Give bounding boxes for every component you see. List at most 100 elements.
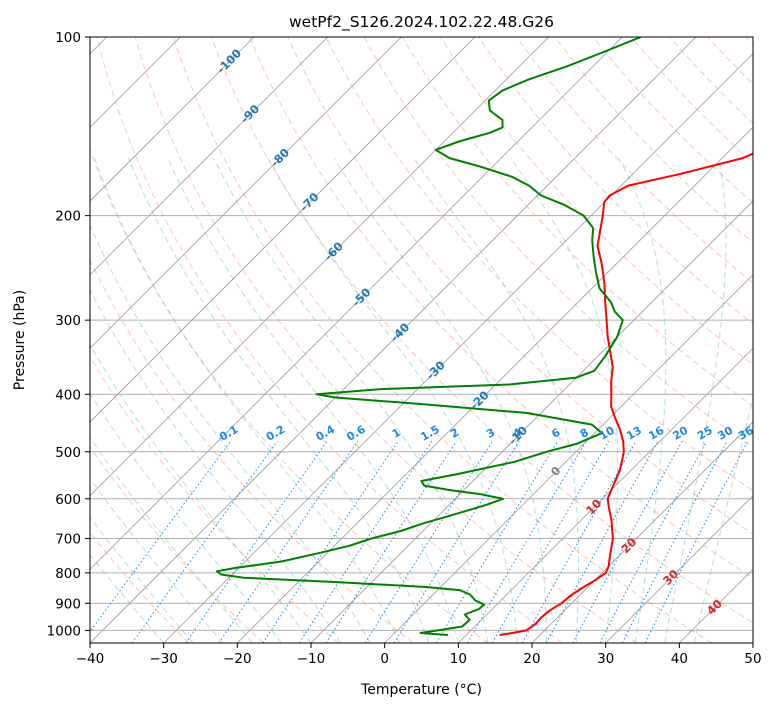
dry-adiabat xyxy=(0,37,338,643)
isotherm-label: -10 xyxy=(506,423,531,448)
x-tick-label: −40 xyxy=(76,651,105,667)
moist-adiabat xyxy=(694,158,775,643)
isotherm-label: -60 xyxy=(321,239,346,264)
dry-adiabats xyxy=(0,37,775,643)
y-tick-label: 1000 xyxy=(47,623,81,639)
mixing-ratio-label: 16 xyxy=(646,424,666,443)
mixing-ratio-label: 30 xyxy=(715,424,735,443)
y-tick-label: 100 xyxy=(55,30,81,46)
mixing-ratio-line xyxy=(263,441,398,643)
moist-adiabat xyxy=(38,158,341,643)
isotherm-line xyxy=(532,37,775,643)
plot-area xyxy=(0,37,775,643)
mixing-ratio-line xyxy=(219,441,358,643)
mixing-ratio-label: 25 xyxy=(695,424,715,443)
x-tick-label: 10 xyxy=(450,651,467,667)
mixing-ratio-line xyxy=(132,441,277,643)
isotherm-line xyxy=(458,37,775,643)
isotherm-label: -40 xyxy=(388,320,413,345)
isotherm-label: -100 xyxy=(214,46,244,76)
x-tick-label: −20 xyxy=(223,651,252,667)
chart-title: wetPf2_S126.2024.102.22.48.G26 xyxy=(289,13,554,32)
isotherm-line xyxy=(237,37,775,643)
pressure-gridlines xyxy=(90,37,753,630)
x-tick-label: 20 xyxy=(523,651,540,667)
dry-adiabat xyxy=(746,37,775,643)
dry-adiabat xyxy=(59,37,488,643)
isotherm-line xyxy=(0,37,401,643)
mixing-ratio-label: 13 xyxy=(624,424,644,443)
y-tick-label: 800 xyxy=(55,566,81,582)
y-tick-label: 600 xyxy=(55,492,81,508)
mixing-ratio-label: 0.6 xyxy=(344,423,368,444)
mixing-ratio-line xyxy=(436,441,557,643)
moist-adiabat xyxy=(0,158,281,643)
isotherm-label: 40 xyxy=(704,597,725,618)
mixing-ratio-line xyxy=(326,441,456,643)
isotherm-label: -90 xyxy=(238,102,263,127)
x-tick-label: 50 xyxy=(744,651,761,667)
isotherm-label: -70 xyxy=(297,190,322,215)
isotherm-line xyxy=(0,37,475,643)
isotherms xyxy=(0,37,775,643)
y-tick-label: 900 xyxy=(55,596,81,612)
dry-adiabat xyxy=(517,37,775,643)
y-tick-label: 200 xyxy=(55,209,81,225)
x-tick-label: −10 xyxy=(297,651,326,667)
isotherm-line xyxy=(385,37,775,643)
mixing-ratio-label: 1.5 xyxy=(418,423,441,444)
moist-adiabat xyxy=(0,158,193,643)
isotherm-label: -80 xyxy=(268,145,293,170)
x-tick-label: 0 xyxy=(380,651,389,667)
dry-adiabat xyxy=(555,37,775,643)
isotherm-label: -30 xyxy=(423,358,448,383)
x-tick-label: 30 xyxy=(597,651,614,667)
dry-adiabat xyxy=(21,37,413,643)
dry-adiabat xyxy=(97,37,562,643)
y-axis-ticks: 100 200 300 400 500 600 700 800 900 1000 xyxy=(47,30,90,639)
dry-adiabat xyxy=(593,37,775,643)
dry-adiabat xyxy=(212,37,775,643)
mixing-ratio-label: 1 xyxy=(390,426,403,441)
isotherm-line xyxy=(164,37,770,643)
isotherm-line xyxy=(311,37,775,643)
isotherm-label: 10 xyxy=(583,496,604,517)
isotherm-line xyxy=(753,37,775,643)
x-axis-label: Temperature (°C) xyxy=(360,682,482,698)
moist-adiabat xyxy=(0,158,252,643)
plot-background xyxy=(90,37,753,630)
mixing-ratio-label: 10 xyxy=(597,424,617,443)
moist-adiabat xyxy=(511,158,618,643)
isotherm-label: 0 xyxy=(548,463,564,479)
y-axis-label: Pressure (hPa) xyxy=(12,290,28,390)
plot-frame xyxy=(90,37,753,643)
mixing-ratio-line xyxy=(82,441,231,643)
isotherm-line xyxy=(0,37,254,643)
mixing-ratio-line xyxy=(394,441,519,643)
mixing-ratio-label: 20 xyxy=(670,424,690,443)
dry-adiabat xyxy=(0,37,189,643)
y-tick-label: 500 xyxy=(55,445,81,461)
dry-adiabat xyxy=(669,37,775,643)
x-axis-ticks: −40 −30 −20 −10 0 10 20 30 40 50 xyxy=(76,643,762,667)
dry-adiabat xyxy=(0,37,264,643)
isotherm-line xyxy=(0,37,328,643)
y-tick-label: 700 xyxy=(55,532,81,548)
mixing-ratio-line xyxy=(600,441,707,643)
dewpoint-line xyxy=(217,37,641,635)
x-tick-label: −30 xyxy=(149,651,178,667)
mixing-ratio-line xyxy=(645,441,748,643)
dry-adiabat xyxy=(708,37,775,643)
y-tick-label: 400 xyxy=(55,387,81,403)
y-tick-label: 300 xyxy=(55,313,81,329)
isotherm-label: -50 xyxy=(349,285,374,310)
mixing-ratio-label: 0.4 xyxy=(314,423,338,444)
moist-adiabat xyxy=(95,158,400,643)
mixing-ratio-label: 0.2 xyxy=(264,423,287,444)
x-tick-label: 40 xyxy=(671,651,688,667)
mixing-ratio-line xyxy=(186,441,327,643)
isotherm-line xyxy=(679,37,775,643)
